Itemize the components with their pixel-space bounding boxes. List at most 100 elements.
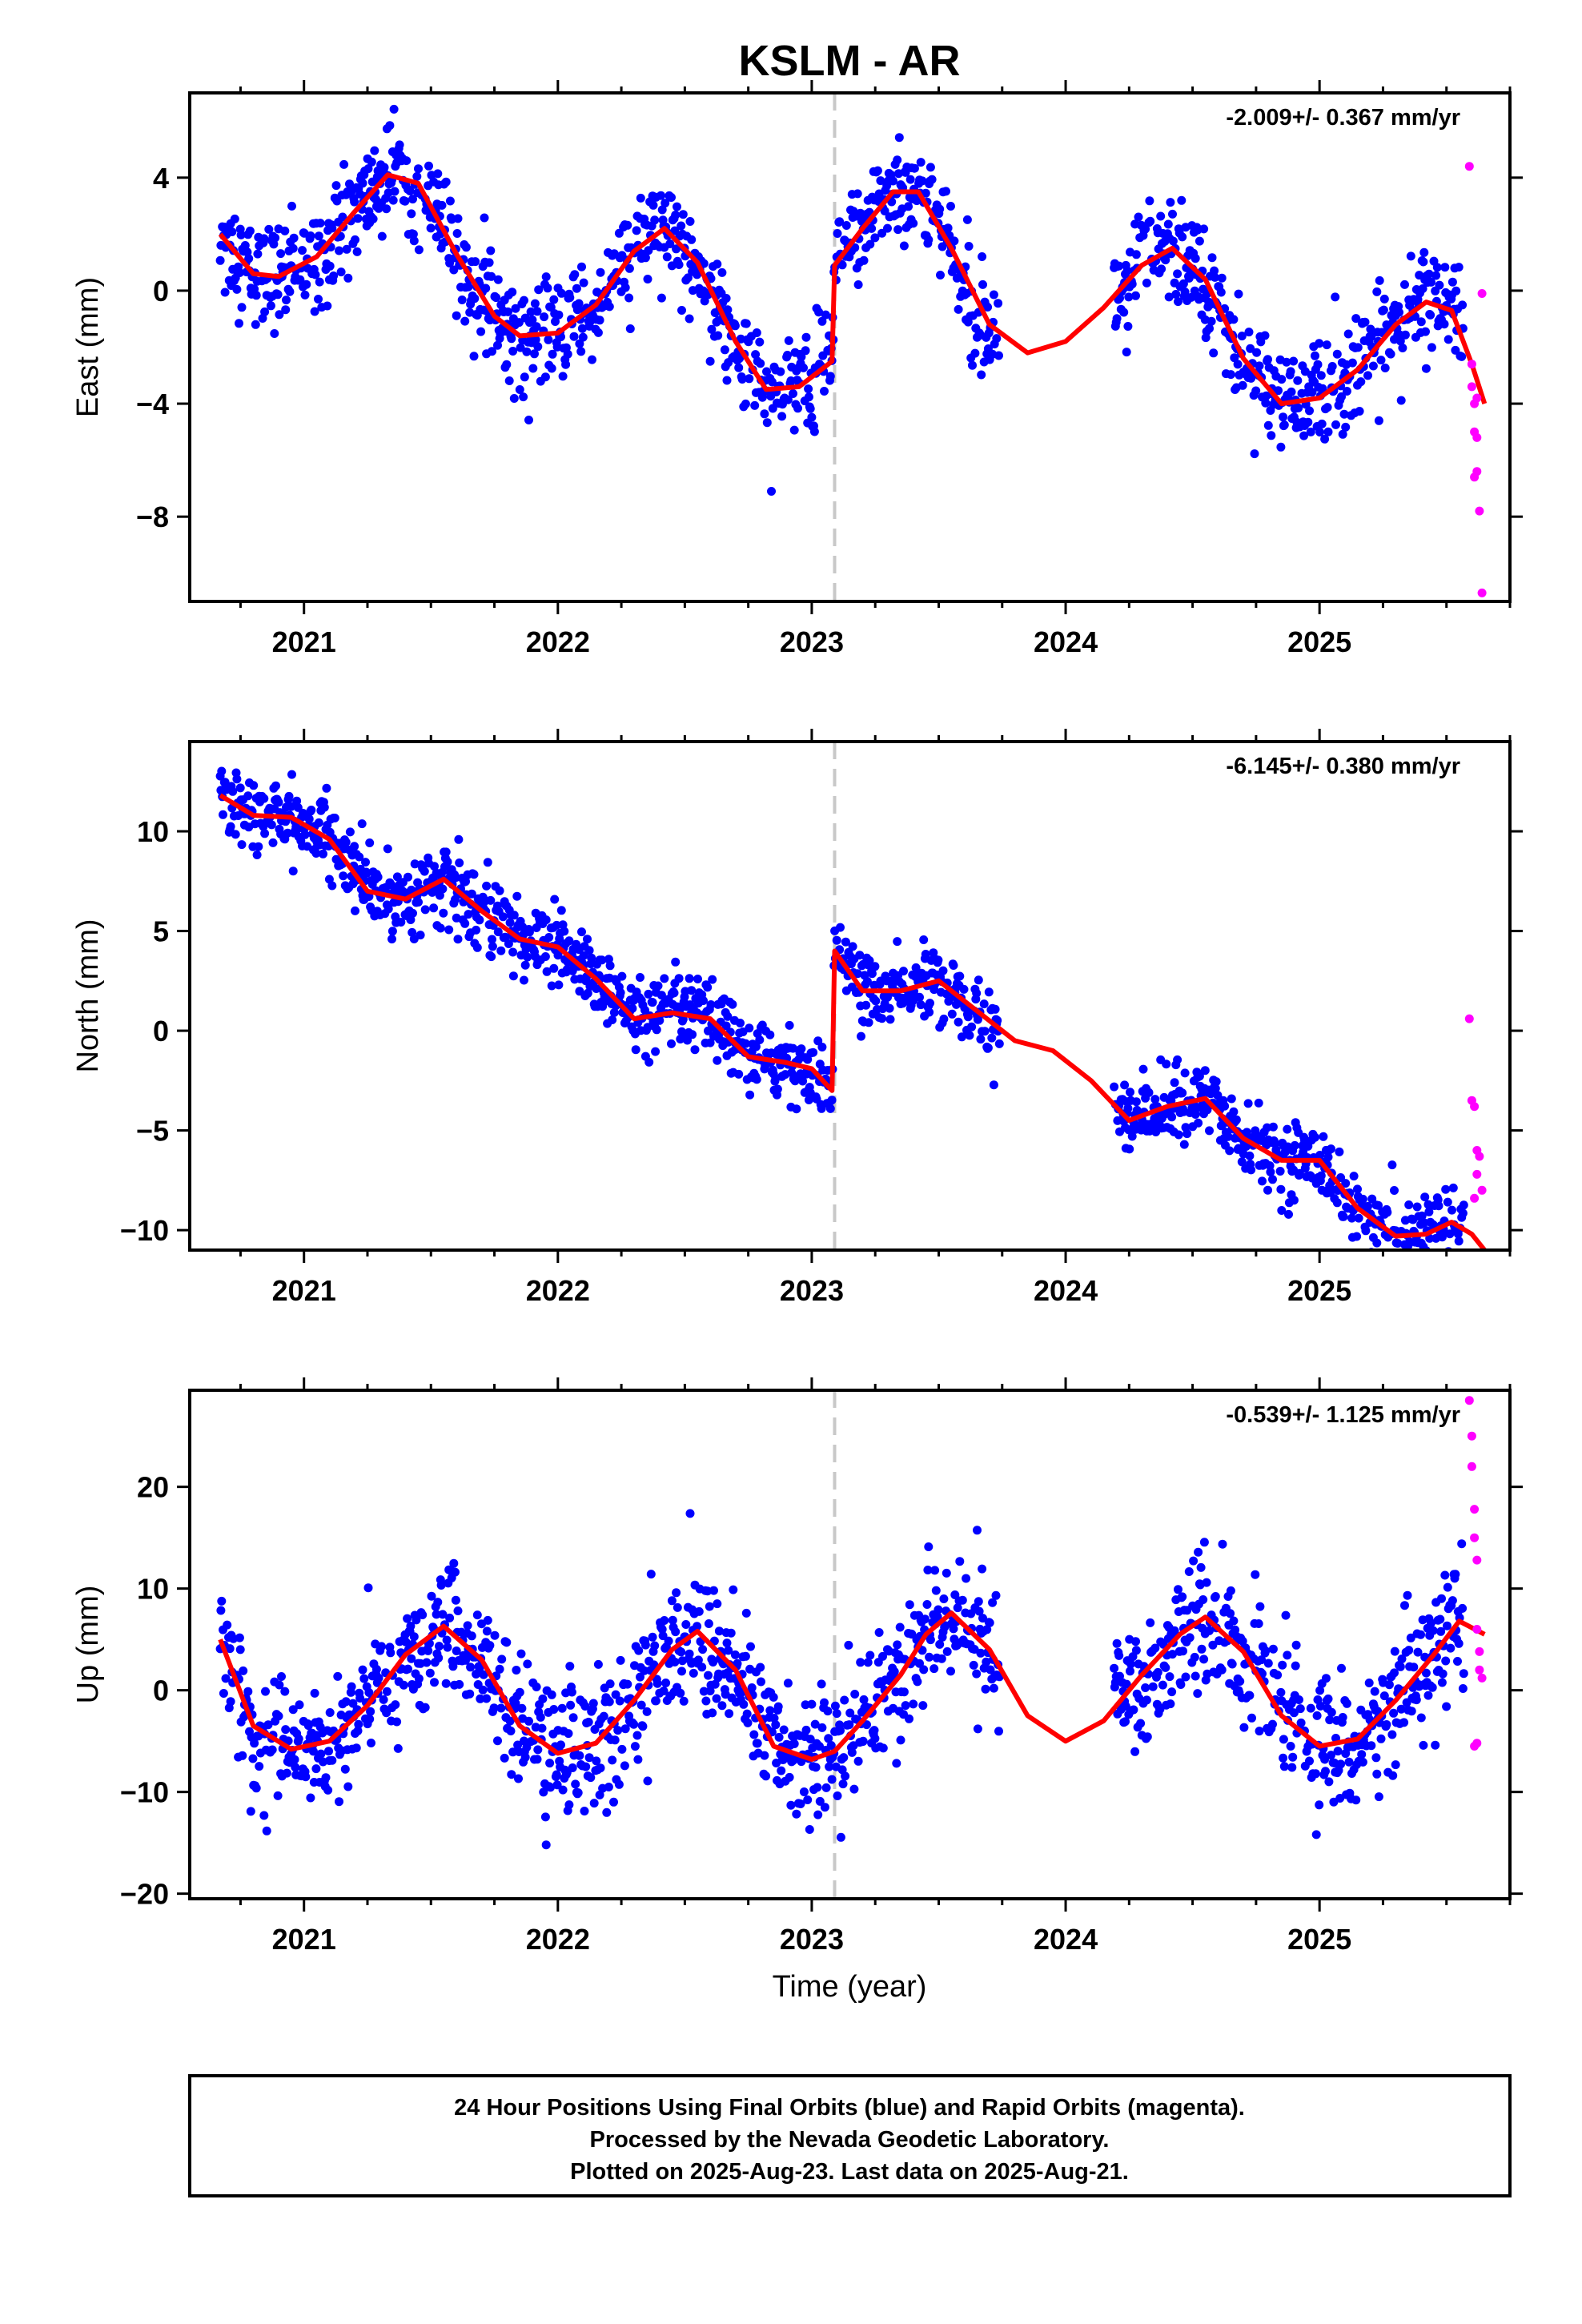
final-orbit-point bbox=[542, 967, 552, 976]
final-orbit-point bbox=[1290, 1140, 1299, 1150]
final-orbit-point bbox=[1122, 1679, 1131, 1689]
final-orbit-point bbox=[335, 1797, 343, 1807]
final-orbit-point bbox=[853, 189, 862, 199]
final-orbit-point bbox=[1341, 1179, 1351, 1188]
final-orbit-point bbox=[379, 163, 389, 172]
final-orbit-point bbox=[1247, 1713, 1256, 1723]
final-orbit-point bbox=[1454, 1638, 1464, 1648]
final-orbit-point bbox=[673, 202, 681, 211]
final-orbit-point bbox=[306, 231, 315, 240]
final-orbit-point bbox=[942, 1568, 951, 1578]
final-orbit-point bbox=[1454, 263, 1464, 272]
final-orbit-point bbox=[545, 1759, 555, 1768]
final-orbit-point bbox=[704, 1026, 713, 1035]
final-orbit-point bbox=[893, 1640, 902, 1650]
final-orbit-point bbox=[483, 1615, 492, 1625]
final-orbit-point bbox=[448, 1662, 458, 1671]
final-orbit-point bbox=[703, 983, 713, 992]
final-orbit-point bbox=[520, 960, 530, 970]
final-orbit-point bbox=[1332, 349, 1342, 359]
final-orbit-point bbox=[570, 270, 580, 279]
final-orbit-point bbox=[796, 1799, 805, 1808]
final-orbit-point bbox=[1327, 1751, 1335, 1760]
final-orbit-point bbox=[235, 268, 244, 277]
final-orbit-point bbox=[659, 1687, 669, 1695]
final-orbit-point bbox=[1294, 403, 1303, 412]
footer-box: 24 Hour Positions Using Final Orbits (bl… bbox=[188, 2074, 1512, 2197]
y-tick-label: 10 bbox=[137, 1573, 169, 1606]
final-orbit-point bbox=[460, 316, 470, 326]
final-orbit-point bbox=[436, 923, 445, 933]
final-orbit-point bbox=[287, 802, 296, 811]
final-orbit-point bbox=[261, 1687, 270, 1696]
final-orbit-point bbox=[1426, 310, 1435, 320]
final-orbit-point bbox=[909, 219, 918, 228]
footer-line-1: 24 Hour Positions Using Final Orbits (bl… bbox=[454, 2095, 1245, 2121]
final-orbit-point bbox=[478, 1685, 488, 1695]
final-orbit-point bbox=[377, 1642, 386, 1651]
final-orbit-point bbox=[541, 272, 551, 282]
final-orbit-point bbox=[789, 1739, 799, 1748]
final-orbit-point bbox=[752, 328, 761, 337]
footer-line-2: Processed by the Nevada Geodetic Laborat… bbox=[590, 2127, 1110, 2153]
final-orbit-point bbox=[1360, 317, 1370, 327]
rapid-orbit-point bbox=[1472, 432, 1482, 442]
y-tick-label: −8 bbox=[136, 501, 169, 533]
y-ticks bbox=[177, 1486, 1523, 1896]
final-orbit-point bbox=[801, 346, 810, 356]
final-orbit-point bbox=[1199, 1655, 1209, 1664]
final-orbit-point bbox=[1142, 278, 1151, 287]
final-orbit-point bbox=[1427, 1683, 1437, 1692]
final-orbit-point bbox=[986, 1665, 995, 1675]
final-orbit-point bbox=[1268, 1719, 1277, 1729]
final-orbit-point bbox=[1447, 1205, 1456, 1215]
final-orbit-point bbox=[383, 904, 393, 914]
final-orbit-point bbox=[1164, 292, 1174, 302]
final-orbit-point bbox=[1316, 1171, 1326, 1180]
final-orbit-point bbox=[445, 1613, 455, 1622]
final-orbit-point bbox=[455, 858, 464, 867]
final-orbit-point bbox=[617, 971, 627, 981]
final-orbit-point bbox=[823, 1707, 833, 1716]
final-orbit-point bbox=[339, 871, 348, 881]
final-orbit-point bbox=[725, 1709, 734, 1719]
final-orbit-point bbox=[769, 1692, 778, 1702]
final-orbit-point bbox=[973, 1015, 982, 1024]
final-orbit-point bbox=[845, 1720, 854, 1730]
final-orbit-point bbox=[610, 1735, 620, 1745]
final-orbit-point bbox=[1126, 1667, 1134, 1676]
final-orbit-point bbox=[1121, 1717, 1130, 1727]
final-orbit-point bbox=[271, 233, 280, 243]
final-orbit-point bbox=[1110, 1082, 1119, 1092]
final-orbit-point bbox=[1420, 1192, 1430, 1202]
final-orbit-point bbox=[813, 1783, 822, 1792]
final-orbit-point bbox=[533, 1745, 543, 1755]
final-orbit-point bbox=[283, 828, 292, 838]
final-orbit-point bbox=[593, 1659, 603, 1669]
final-orbit-point bbox=[253, 249, 263, 259]
final-orbit-point bbox=[489, 1703, 499, 1713]
final-orbit-point bbox=[894, 133, 904, 143]
final-orbit-point bbox=[809, 1047, 818, 1057]
final-orbit-point bbox=[389, 104, 399, 114]
final-orbit-point bbox=[667, 193, 676, 202]
final-orbit-point bbox=[455, 1679, 464, 1689]
rapid-orbit-point bbox=[1467, 1431, 1476, 1441]
final-orbit-point bbox=[1191, 254, 1200, 263]
final-orbit-point bbox=[596, 1763, 605, 1773]
final-orbit-point bbox=[1417, 1211, 1427, 1220]
final-orbit-point bbox=[452, 229, 462, 238]
final-orbit-point bbox=[801, 1725, 811, 1735]
final-orbit-point bbox=[599, 1711, 608, 1721]
final-orbit-point bbox=[1338, 429, 1347, 439]
final-orbit-point bbox=[820, 1803, 829, 1812]
final-orbit-point bbox=[1125, 1144, 1134, 1154]
final-orbit-point bbox=[263, 1720, 273, 1730]
final-orbit-point bbox=[883, 992, 892, 1002]
final-orbit-point bbox=[651, 1047, 661, 1056]
final-orbit-point bbox=[288, 866, 298, 876]
final-orbit-point bbox=[1375, 275, 1384, 285]
final-orbit-point bbox=[750, 400, 760, 410]
final-orbit-point bbox=[520, 975, 528, 985]
final-orbit-point bbox=[287, 201, 296, 211]
